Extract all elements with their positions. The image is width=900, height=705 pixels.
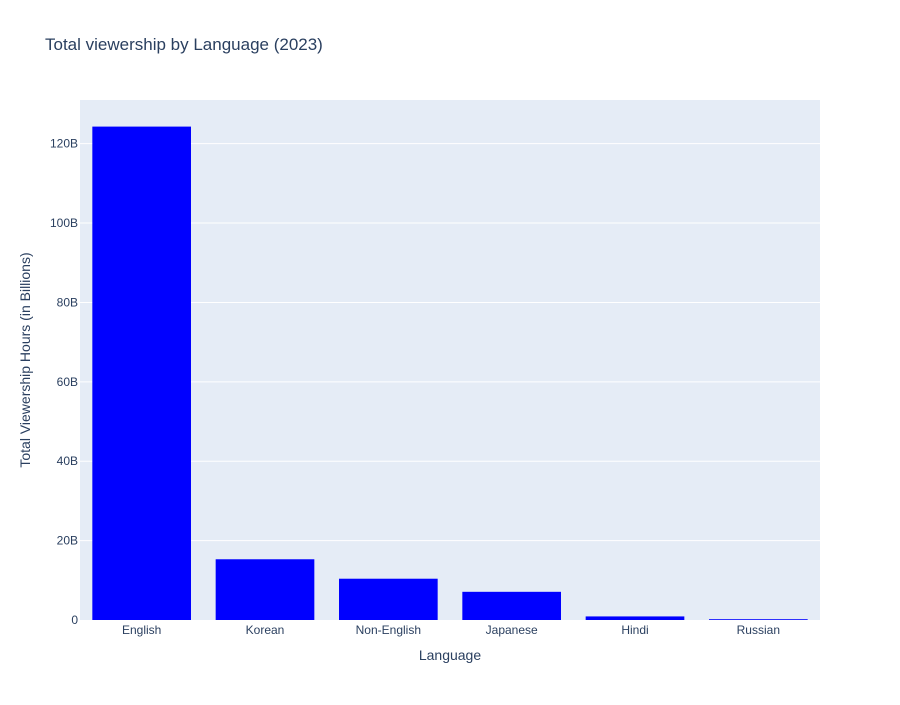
bar[interactable] <box>339 578 438 620</box>
x-tick-label: Non-English <box>356 623 421 637</box>
y-axis-ticks: 0 20B 40B 60B 80B 100B 120B <box>50 137 78 627</box>
x-axis-title: Language <box>419 647 482 663</box>
x-tick-label: Korean <box>246 623 285 637</box>
bar[interactable] <box>92 126 191 620</box>
x-tick-label: English <box>122 623 161 637</box>
y-tick-label: 20B <box>57 534 78 548</box>
bar[interactable] <box>215 559 315 620</box>
bars <box>92 126 808 620</box>
y-tick-label: 60B <box>57 375 78 389</box>
bar[interactable] <box>462 591 561 620</box>
x-tick-label: Russian <box>737 623 780 637</box>
y-axis-title: Total Viewership Hours (in Billions) <box>17 252 33 467</box>
plot-area <box>80 100 820 620</box>
y-tick-label: 40B <box>57 454 78 468</box>
y-tick-label: 120B <box>50 137 78 151</box>
y-tick-label: 100B <box>50 216 78 230</box>
x-tick-label: Hindi <box>621 623 648 637</box>
gridlines <box>80 143 820 542</box>
x-axis-ticks: English Korean Non-English Japanese Hindi Rus… <box>122 623 780 637</box>
x-tick-label: Japanese <box>486 623 538 637</box>
y-tick-label: 0 <box>71 613 78 627</box>
bar[interactable] <box>709 619 808 620</box>
chart-title: Total viewership by Language (2023) <box>45 35 323 54</box>
y-tick-label: 80B <box>57 295 78 309</box>
bar[interactable] <box>585 616 685 620</box>
